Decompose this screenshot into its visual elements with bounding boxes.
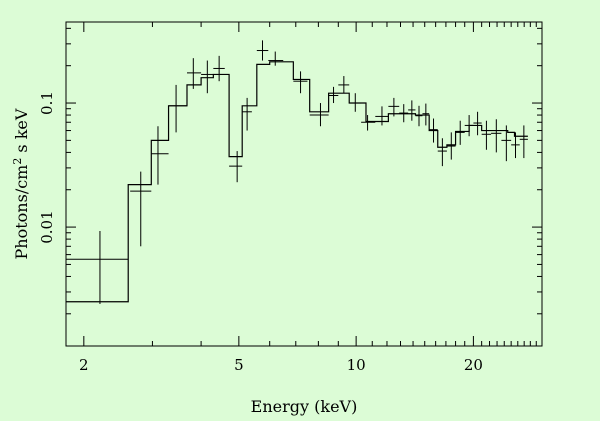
data-point [446, 132, 456, 160]
data-point [268, 51, 284, 66]
x-tick-label: 5 [234, 356, 244, 374]
data-point [168, 84, 187, 133]
data-point [293, 71, 308, 94]
data-point [361, 115, 376, 131]
data-point [464, 115, 474, 137]
plot-frame [65, 21, 543, 347]
axis-ticks [66, 22, 543, 346]
data-point [328, 86, 339, 104]
data-point [422, 103, 430, 126]
data-point [229, 151, 243, 183]
data-point [309, 103, 329, 127]
data-point [473, 111, 482, 136]
data-points [66, 40, 528, 304]
x-tick-label: 2 [79, 356, 89, 374]
data-point [408, 100, 416, 121]
data-point [399, 104, 409, 123]
model-step-line [66, 61, 528, 303]
data-point [511, 132, 520, 159]
data-point [338, 76, 350, 94]
y-axis-label-tail: s keV [12, 108, 31, 158]
data-point [66, 230, 129, 304]
data-point [213, 55, 225, 82]
data-point [491, 119, 502, 153]
y-axis-label-superscript: 2 [11, 158, 24, 165]
data-point [130, 171, 152, 247]
model-histogram [66, 61, 528, 303]
y-axis-label: Photons/cm2 s keV [11, 108, 31, 259]
x-tick-label: 10 [347, 356, 366, 374]
data-point [201, 60, 214, 94]
data-point [519, 125, 528, 159]
data-point [256, 40, 269, 61]
data-point [151, 126, 169, 185]
y-tick-label: 0.01 [38, 210, 56, 243]
data-point [186, 58, 202, 89]
data-point [481, 120, 492, 150]
x-tick-label: 20 [464, 356, 483, 374]
data-point [375, 106, 389, 126]
data-point [455, 120, 465, 145]
data-point [415, 105, 423, 127]
y-tick-label: 0.1 [38, 91, 56, 115]
data-point [388, 97, 400, 117]
tick-labels: 2 5 10 20 0.01 0.1 [38, 91, 483, 374]
data-point [437, 138, 447, 167]
x-axis-label: Energy (keV) [251, 397, 358, 416]
y-axis-label-main: Photons/cm [12, 165, 31, 260]
data-point [242, 97, 252, 131]
data-point [501, 125, 512, 162]
data-point [349, 93, 362, 112]
data-point [429, 118, 438, 143]
